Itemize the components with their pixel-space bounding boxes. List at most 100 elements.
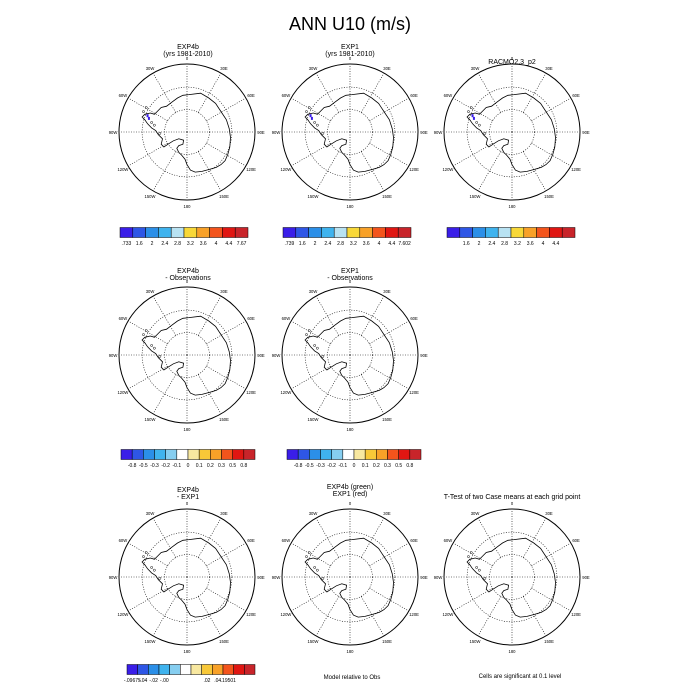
- colorbar-p5: -0.8 -0.5 -0.3 -0.2 -0.1 0 0.1 0.2 0.3 0.5 0.8: [286, 449, 422, 469]
- island-shape: [321, 577, 325, 580]
- meridian-line: [452, 97, 493, 122]
- longitude-label: 60W: [282, 538, 291, 543]
- meridian-line: [531, 142, 572, 167]
- colorbar-p3: 1.6 2 2.4 2.8 3.2 3.6 4 4.4: [446, 227, 576, 247]
- panel-title-line2: (yrs 1981-2010): [163, 51, 213, 58]
- longitude-label: 120E: [409, 612, 419, 617]
- longitude-label: 120W: [117, 612, 128, 617]
- colorbar-swatch: [183, 227, 198, 238]
- panel-title-line1: T-Test of two Case means at each grid po…: [443, 494, 581, 501]
- antarctica-coastline: [141, 537, 231, 618]
- longitude-label: 120W: [117, 390, 128, 395]
- colorbar-swatch: [119, 227, 134, 238]
- latitude-ring: [164, 109, 210, 155]
- polar-map-p3: 0 30E 60E 90E 120E 150E 180 150W 120W 90W 60W 30W: [434, 56, 590, 209]
- longitude-label: 60E: [410, 538, 418, 543]
- colorbar-tick-label: 2.8: [501, 241, 508, 247]
- colorbar-tick-label: 3.6: [363, 241, 370, 247]
- longitude-label: 150W: [470, 639, 481, 644]
- wind-cell: [471, 114, 474, 118]
- latitude-ring: [141, 86, 233, 178]
- latitude-ring: [304, 86, 396, 178]
- longitude-label: 180: [509, 204, 517, 209]
- longitude-label: 120E: [246, 167, 256, 172]
- meridian-line: [290, 542, 331, 567]
- latitude-ring: [327, 109, 373, 155]
- panel-title-line2: - Observations: [165, 275, 211, 282]
- meridian-line: [360, 72, 385, 113]
- colorbar-swatch: [212, 664, 224, 675]
- colorbar-swatch: [132, 227, 146, 238]
- meridian-line: [531, 587, 572, 612]
- colorbar-tick-label: 2: [151, 241, 154, 247]
- colorbar-tick-label: 2.8: [174, 241, 181, 247]
- longitude-label: 90W: [109, 353, 118, 358]
- island-shape: [478, 123, 481, 127]
- colorbar-tick-label: -0.2: [327, 463, 336, 469]
- colorbar-swatch: [180, 664, 192, 675]
- map-layer: 0 30E 60E 90E 120E 150E 180 150W 120W 90W 60W 30W: [272, 279, 428, 432]
- longitude-label: 0: [349, 501, 352, 506]
- longitude-label: 0: [349, 56, 352, 61]
- island-shape: [150, 566, 153, 569]
- wind-cell: [146, 114, 149, 118]
- latitude-ring: [327, 554, 373, 600]
- panel-title-line2: - EXP1: [176, 494, 200, 501]
- longitude-label: 90E: [582, 575, 590, 580]
- island-shape: [158, 355, 162, 358]
- colorbar-swatch: [409, 449, 422, 460]
- colorbar-tick-label: 2: [314, 241, 317, 247]
- colorbar-tick-label: -0.1: [339, 463, 348, 469]
- meridian-line: [290, 587, 331, 612]
- colorbar-p4: -0.8 -0.5 -0.3 -0.2 -0.1 0 0.1 0.2 0.3 0.5 0.8: [120, 449, 256, 469]
- longitude-label: 150W: [308, 639, 319, 644]
- colorbar-swatch: [137, 664, 149, 675]
- longitude-label: 60W: [119, 93, 128, 98]
- colorbar-swatch: [359, 227, 373, 238]
- colorbar-swatch: [282, 227, 297, 238]
- meridian-line: [360, 374, 385, 415]
- colorbar-swatch: [165, 449, 178, 460]
- longitude-label: 90E: [257, 130, 265, 135]
- island-shape: [307, 329, 311, 332]
- longitude-label: 60E: [247, 93, 255, 98]
- meridian-line: [290, 365, 331, 390]
- longitude-label: 120E: [409, 167, 419, 172]
- island-shape: [316, 568, 319, 572]
- panel-title-p6: EXP4b - EXP1: [128, 487, 248, 501]
- island-shape: [483, 132, 487, 135]
- meridian-line: [127, 97, 168, 122]
- colorbar-tick-label: .04: [214, 678, 221, 684]
- polar-map-p6: 0 30E 60E 90E 120E 150E 180 150W 120W 90W 60W 30W: [109, 501, 265, 654]
- meridian-line: [290, 97, 331, 122]
- wind-cell: [309, 114, 312, 118]
- colorbar-swatch: [198, 449, 211, 460]
- longitude-label: 60E: [247, 316, 255, 321]
- colorbar-tick-label: -0.3: [150, 463, 159, 469]
- longitude-label: 90W: [109, 575, 118, 580]
- longitude-label: 150E: [382, 417, 392, 422]
- panel-title-line2: (yrs 1981-2010): [325, 51, 375, 58]
- island-shape: [150, 344, 153, 347]
- longitude-label: 90W: [109, 130, 118, 135]
- meridian-line: [127, 365, 168, 390]
- meridian-line: [315, 517, 340, 558]
- latitude-ring: [304, 531, 396, 623]
- colorbar-swatch: [222, 227, 236, 238]
- island-shape: [305, 110, 308, 113]
- meridian-line: [206, 587, 247, 612]
- colorbar-swatch: [536, 227, 550, 238]
- longitude-label: 180: [184, 204, 192, 209]
- colorbar-tick-label: 2.8: [337, 241, 344, 247]
- longitude-label: 150E: [544, 194, 554, 199]
- longitude-label: 120E: [571, 167, 581, 172]
- colorbar-tick-label: 0.1: [196, 463, 203, 469]
- wind-cell: [472, 116, 475, 120]
- island-shape: [307, 106, 311, 109]
- colorbar-p1: .733 1.6 2 2.4 2.8 3.2 3.6 4 4.4 7.67: [119, 227, 249, 247]
- panel-title-line2: EXP1 (red): [332, 491, 368, 498]
- colorbar-tick-label: 1.6: [463, 241, 470, 247]
- wind-cell: [147, 116, 150, 120]
- colorbar-swatch: [364, 449, 377, 460]
- antarctica-coastline: [304, 92, 394, 173]
